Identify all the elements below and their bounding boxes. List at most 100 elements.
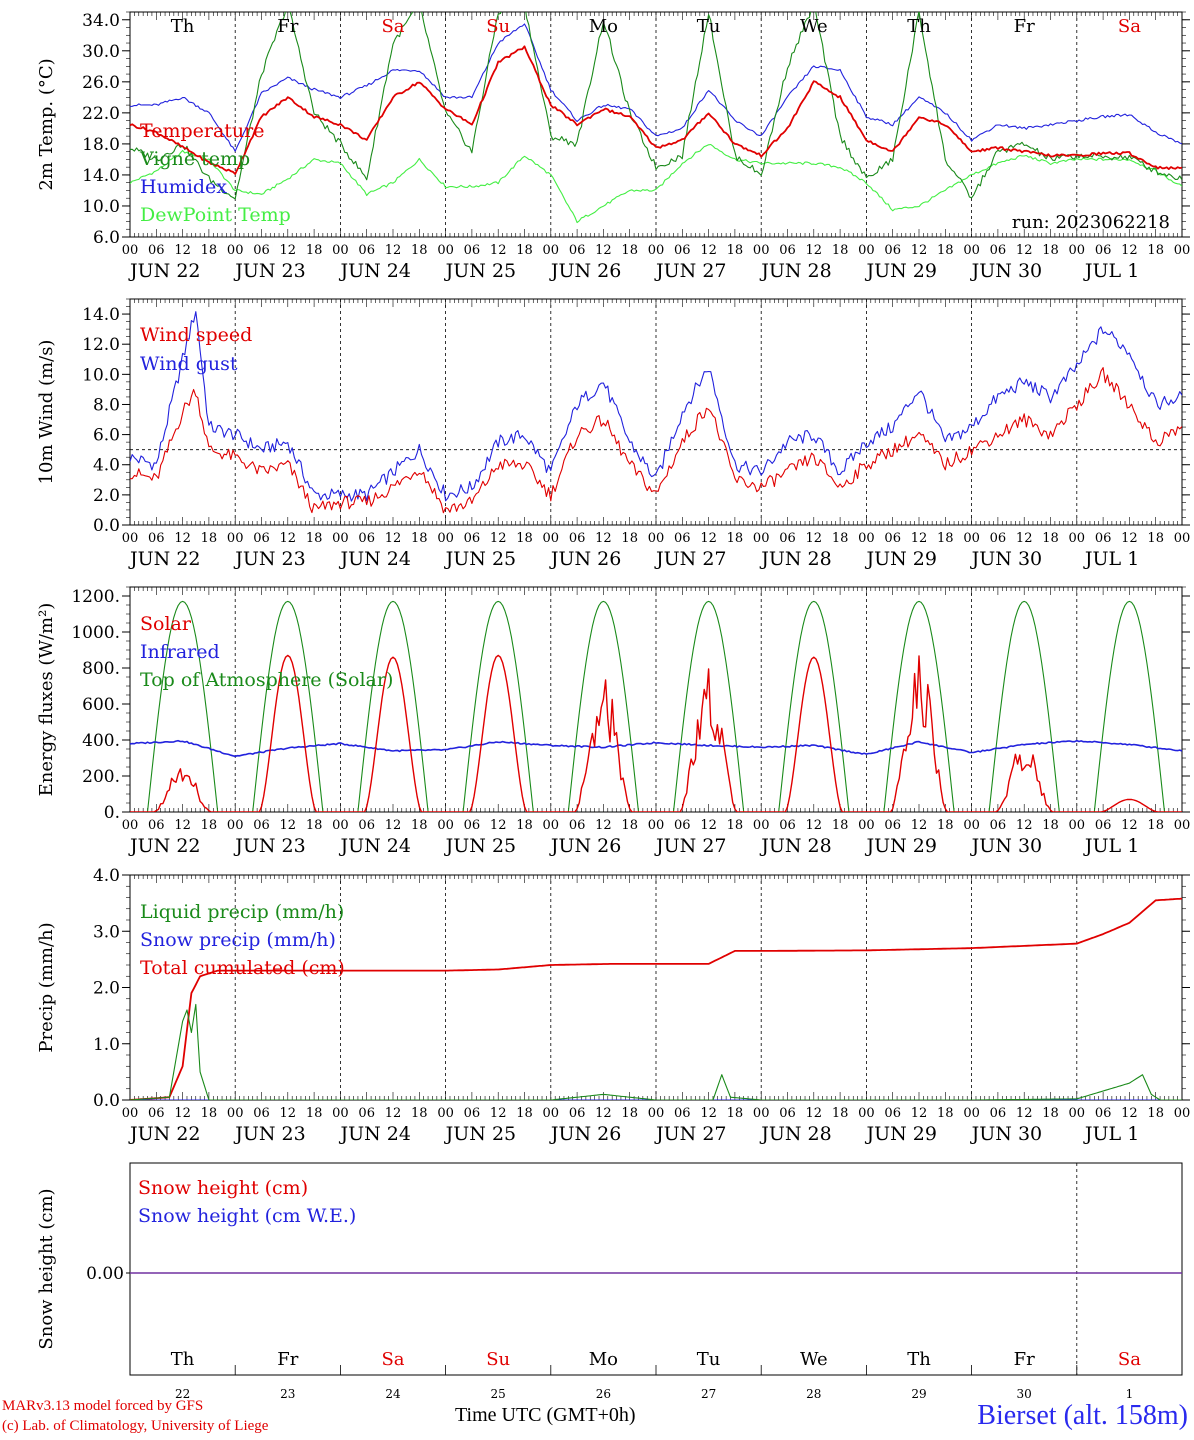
date-label: JUN 28: [759, 1123, 831, 1145]
x-tick-label: 00: [648, 243, 665, 258]
x-tick-label: 18: [516, 243, 533, 258]
date-label: JUN 27: [654, 548, 726, 570]
date-label: JUN 29: [864, 1123, 936, 1145]
x-tick-label: 18: [1042, 243, 1059, 258]
date-label: JUN 22: [128, 1123, 200, 1145]
x-tick-label: 18: [516, 818, 533, 833]
y-axis-title: 10m Wind (m/s): [36, 340, 57, 485]
legend-item: Snow height (cm): [138, 1177, 308, 1199]
x-tick-label: 06: [779, 1106, 796, 1121]
x-tick-label: 06: [569, 1106, 586, 1121]
x-tick-label: 06: [464, 243, 481, 258]
series-wind-gust: [130, 311, 1182, 502]
x-tick-label: 12: [911, 531, 928, 546]
y-tick-label: 34.0: [82, 11, 120, 31]
plot-area: [130, 12, 1182, 224]
x-tick-label: 18: [832, 818, 849, 833]
x-tick-label: 12: [595, 531, 612, 546]
x-tick-label: 00: [753, 531, 770, 546]
x-tick-label: 18: [201, 1106, 218, 1121]
x-tick-label: 18: [621, 1106, 638, 1121]
x-tick-label: 18: [1042, 531, 1059, 546]
x-tick-label: 12: [490, 243, 507, 258]
date-label: JUN 25: [444, 1123, 516, 1145]
x-tick-label: 18: [516, 531, 533, 546]
x-tick-label: 18: [201, 818, 218, 833]
x-tick-label: 18: [832, 1106, 849, 1121]
day-number-label: 27: [701, 1387, 716, 1400]
x-tick-label: 06: [253, 531, 270, 546]
weekday-label: Fr: [1014, 16, 1035, 37]
station-label: Bierset (alt. 158m): [977, 1400, 1188, 1431]
weekday-label: Th: [907, 16, 931, 37]
x-tick-label: 00: [1174, 818, 1191, 833]
day-number-label: 22: [175, 1387, 190, 1400]
legend-item: Top of Atmosphere (Solar): [140, 669, 393, 691]
date-label: JUN 25: [444, 548, 516, 570]
plot-area: [130, 311, 1182, 514]
date-label: JUL 1: [1083, 260, 1139, 282]
legend-item: Total cumulated (cm): [140, 957, 345, 979]
x-tick-label: 18: [306, 531, 323, 546]
date-label: JUN 24: [338, 548, 410, 570]
x-tick-label: 00: [543, 243, 560, 258]
series-dewpoint-temp: [130, 143, 1182, 224]
meteogram: 00 06 12 18 00 06 12 18 00 06 12 18 00 06 12 18 00 06 12 18…: [36, 11, 1191, 1400]
day-number-label: 25: [491, 1387, 506, 1400]
x-tick-label: 18: [727, 243, 744, 258]
x-tick-label: 12: [700, 818, 717, 833]
x-tick-label: 00: [437, 818, 454, 833]
date-label: JUN 22: [128, 260, 200, 282]
date-label: JUN 26: [549, 835, 621, 857]
date-label: JUN 23: [233, 260, 305, 282]
x-tick-label: 12: [174, 1106, 191, 1121]
y-tick-label: 400.: [82, 731, 120, 751]
date-label: JUN 26: [549, 260, 621, 282]
y-tick-label: 0.: [104, 803, 120, 823]
series-infrared: [130, 739, 1182, 758]
panel-1: 00 06 12 18 00 06 12 18 00 06 12 18 00 06 12 18 00 06 12 18…: [36, 11, 1190, 282]
x-tick-label: 18: [727, 818, 744, 833]
x-tick-label: 06: [148, 531, 165, 546]
x-tick-label: 00: [543, 1106, 560, 1121]
x-tick-label: 18: [832, 243, 849, 258]
series-liquid-precip-mm-h: [130, 1003, 1182, 1100]
x-tick-label: 00: [1069, 1106, 1086, 1121]
x-tick-label: 06: [148, 1106, 165, 1121]
date-label: JUN 24: [338, 835, 410, 857]
x-tick-label: 00: [648, 531, 665, 546]
date-label: JUN 23: [233, 1123, 305, 1145]
date-label: JUN 26: [549, 1123, 621, 1145]
x-tick-label: 12: [174, 531, 191, 546]
weekday-label: Sa: [381, 16, 404, 37]
x-tick-label: 06: [253, 243, 270, 258]
y-tick-label: 12.0: [82, 335, 120, 355]
x-tick-label: 06: [990, 818, 1007, 833]
y-tick-label: 22.0: [82, 104, 120, 124]
x-tick-label: 00: [227, 531, 244, 546]
date-label: JUN 27: [654, 835, 726, 857]
panel-4: 00 06 12 18 00 06 12 18 00 06 12 18 00 06 12 18 00 06 12 18…: [36, 866, 1190, 1145]
weekday-label: We: [800, 1349, 828, 1370]
x-tick-label: 00: [858, 243, 875, 258]
x-tick-label: 00: [437, 243, 454, 258]
x-tick-label: 18: [727, 1106, 744, 1121]
weekday-label: Mo: [589, 1349, 618, 1370]
x-tick-label: 06: [464, 1106, 481, 1121]
x-tick-label: 12: [700, 1106, 717, 1121]
x-tick-label: 00: [227, 1106, 244, 1121]
y-tick-label: 200.: [82, 767, 120, 787]
x-tick-label: 12: [806, 531, 823, 546]
y-tick-label: 18.0: [82, 135, 120, 155]
weekday-label: Th: [907, 1349, 931, 1370]
x-tick-label: 06: [779, 243, 796, 258]
x-tick-label: 12: [490, 1106, 507, 1121]
plot-frame: [129, 586, 1183, 813]
x-tick-label: 00: [332, 818, 349, 833]
x-tick-label: 12: [1016, 818, 1033, 833]
x-tick-label: 12: [385, 1106, 402, 1121]
x-tick-label: 06: [1095, 243, 1112, 258]
date-label: JUN 24: [338, 1123, 410, 1145]
x-tick-label: 06: [358, 1106, 375, 1121]
x-tick-label: 18: [937, 531, 954, 546]
